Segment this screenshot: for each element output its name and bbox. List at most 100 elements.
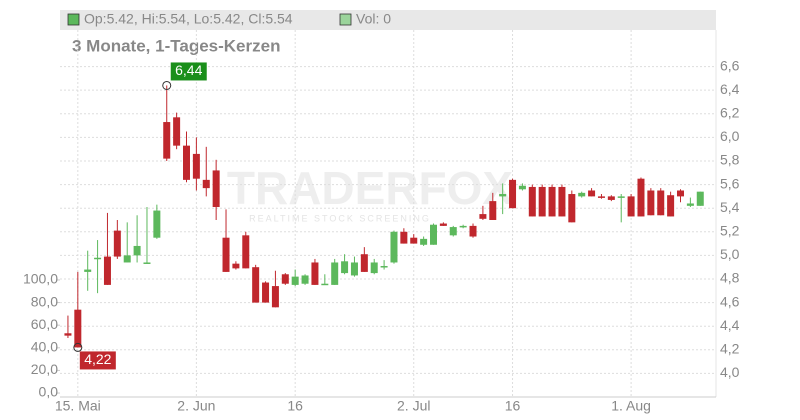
low-label-box — [79, 351, 116, 370]
y-tick-label: 6,2 — [720, 104, 740, 120]
candle-body — [637, 178, 645, 217]
candle-body — [321, 283, 329, 286]
candle-body — [113, 230, 121, 257]
candle-body — [222, 237, 230, 272]
candle-body — [538, 186, 546, 217]
candle-body — [143, 262, 151, 264]
candle-body — [281, 274, 289, 284]
candle-body — [341, 261, 349, 274]
x-tick-label: 2. Jun — [177, 398, 215, 414]
candle-body — [212, 170, 220, 208]
legend-volume: Vol: 0 — [356, 11, 391, 27]
candle-body — [588, 190, 596, 197]
candle-body — [617, 196, 625, 198]
watermark-subtitle: REALTIME STOCK SCREENING — [249, 213, 431, 223]
candle-body — [400, 231, 408, 244]
y-tick-label: 6,6 — [720, 57, 740, 73]
candle-body — [449, 227, 457, 236]
candle-body — [94, 257, 102, 260]
candle-body — [439, 223, 447, 226]
candle-body — [489, 201, 497, 220]
candle-body — [173, 117, 181, 146]
candle-body — [509, 179, 517, 209]
y-tick-label: 5,8 — [720, 152, 740, 168]
y-tick-label: 5,2 — [720, 222, 740, 238]
candle-body — [430, 224, 437, 245]
y-tick-label: 5,0 — [720, 246, 740, 262]
candle-body — [74, 309, 82, 348]
y-tick-label: 6,4 — [720, 81, 740, 97]
candle-body — [183, 145, 190, 180]
candle-body — [657, 190, 665, 216]
x-tick-label: 2. Jul — [397, 398, 430, 414]
high-label-box — [170, 62, 207, 81]
low-label: 4,22 — [84, 351, 111, 367]
y2-tick-label: 80,0 — [31, 293, 58, 309]
candle-body — [380, 266, 388, 268]
legend-swatch — [67, 13, 80, 26]
watermark-title: TRADERFOX — [227, 162, 514, 214]
candle-body — [262, 282, 270, 303]
candle-body — [597, 196, 605, 198]
candle-body — [331, 262, 339, 285]
candle-body — [578, 192, 586, 197]
candle-body — [686, 203, 694, 206]
candle-body — [677, 190, 684, 197]
legend-ohlc: Op:5.42, Hi:5.54, Lo:5.42, Cl:5.54 — [84, 11, 293, 27]
y-tick-label: 4,4 — [720, 317, 740, 333]
y-tick-label: 6,0 — [720, 128, 740, 144]
candle-body — [64, 333, 72, 336]
candle-body — [123, 255, 131, 263]
legend-bar — [60, 10, 716, 30]
candle-body — [242, 235, 250, 269]
candle-body — [202, 179, 210, 189]
legend-swatch — [339, 13, 352, 26]
high-label: 6,44 — [175, 62, 202, 78]
y2-tick-label: 0,0 — [39, 384, 59, 400]
x-tick-label: 16 — [287, 398, 303, 414]
x-tick-label: 15. Mai — [55, 398, 101, 414]
y2-tick-label: 40,0 — [31, 339, 58, 355]
low-marker — [73, 342, 83, 352]
y-tick-label: 4,8 — [720, 270, 740, 286]
candle-body — [518, 185, 526, 190]
candle-body — [84, 269, 92, 272]
y-tick-label: 5,6 — [720, 175, 740, 191]
x-tick-label: 16 — [505, 398, 521, 414]
candle-body — [469, 225, 477, 237]
candle-body — [291, 276, 299, 285]
candle-body — [390, 231, 398, 263]
candle-body — [163, 122, 171, 159]
y2-tick-label: 60,0 — [31, 316, 58, 332]
candle-body — [420, 238, 428, 245]
candle-body — [271, 286, 279, 308]
candle-body — [499, 194, 507, 197]
candle-body — [607, 196, 615, 200]
y-tick-label: 4,0 — [720, 364, 740, 380]
candle-body — [370, 262, 378, 274]
candle-body — [153, 210, 161, 238]
candle-body — [667, 195, 675, 217]
candle-body — [350, 262, 358, 276]
candle-body — [696, 191, 704, 206]
y-tick-label: 4,2 — [720, 341, 740, 357]
candle-body — [568, 194, 576, 223]
candle-body — [528, 186, 536, 217]
high-marker — [162, 80, 172, 90]
candle-body — [103, 256, 111, 285]
candle-body — [232, 263, 240, 269]
candle-body — [459, 225, 467, 228]
x-tick-label: 1. Aug — [611, 398, 651, 414]
candle-body — [548, 186, 556, 217]
candle-body — [192, 153, 200, 179]
candle-body — [301, 275, 309, 284]
candle-body — [133, 245, 141, 256]
y2-tick-label: 20,0 — [31, 361, 58, 377]
chart-title: 3 Monate, 1-Tages-Kerzen — [72, 36, 280, 55]
candle-body — [627, 196, 635, 217]
y2-tick-label: 100,0 — [23, 271, 58, 287]
y-tick-label: 5,4 — [720, 199, 740, 215]
candle-body — [252, 267, 260, 303]
y-tick-label: 4,6 — [720, 293, 740, 309]
